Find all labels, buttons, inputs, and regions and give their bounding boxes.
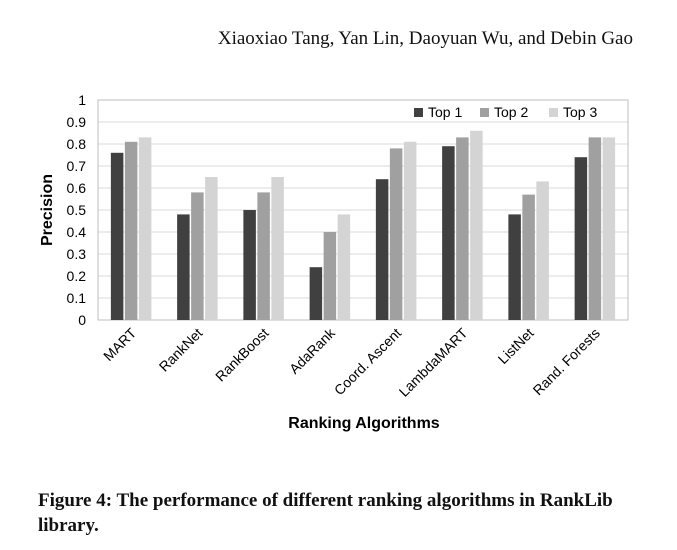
bar-top-3 [205, 177, 218, 320]
bar-chart: 0 0.1 0.2 0.3 0.4 0.5 0.6 0.7 0.8 0.9 1 MART RankNe… [39, 92, 629, 432]
bar-top-2 [191, 192, 204, 320]
chart-bars [110, 130, 616, 320]
bar-top-3 [470, 130, 483, 320]
page-header-authors: Xiaoxiao Tang, Yan Lin, Daoyuan Wu, and … [217, 28, 633, 49]
y-tick-label: 0.1 [67, 290, 87, 306]
y-tick-label: 0.3 [67, 246, 87, 262]
bar-top-1 [574, 157, 588, 320]
bar-top-2 [456, 137, 469, 320]
bar-top-3 [403, 141, 417, 320]
bar-top-3 [271, 177, 284, 320]
legend-swatch [549, 108, 558, 117]
legend-label: Top 3 [563, 104, 597, 120]
bar-top-2 [323, 232, 337, 320]
y-axis-label: Precision [39, 174, 56, 246]
y-tick-label: 0.4 [67, 224, 87, 240]
x-tick-label: ListNet [495, 325, 537, 367]
legend-label: Top 2 [494, 104, 528, 120]
plot-frame [97, 99, 629, 321]
bar-top-2 [124, 141, 138, 320]
x-tick-label: MART [100, 324, 139, 363]
bar-top-1 [177, 214, 190, 320]
y-tick-label: 0.6 [67, 180, 87, 196]
y-tick-label: 0.7 [67, 158, 87, 174]
bar-top-3 [536, 181, 549, 320]
bar-top-3 [602, 137, 616, 320]
x-tick-label: Coord. Ascent [331, 325, 405, 399]
x-tick-label: LambdaMART [396, 325, 471, 400]
bar-top-1 [309, 267, 323, 320]
bar-top-2 [257, 192, 270, 320]
y-axis-ticks: 0 0.1 0.2 0.3 0.4 0.5 0.6 0.7 0.8 0.9 1 [67, 92, 87, 328]
y-tick-label: 0.9 [67, 114, 87, 130]
figure-caption: Figure 4: The performance of different r… [38, 490, 613, 536]
bar-top-1 [110, 152, 124, 320]
legend-swatch [414, 108, 423, 117]
x-axis-label: Ranking Algorithms [288, 415, 440, 432]
y-tick-label: 0.5 [67, 202, 87, 218]
bar-top-3 [337, 214, 351, 320]
bar-top-2 [588, 137, 602, 320]
y-tick-label: 1 [78, 92, 86, 108]
legend-label: Top 1 [428, 104, 462, 120]
bar-top-1 [375, 179, 389, 320]
bar-top-1 [243, 210, 256, 320]
chart-legend: Top 1 Top 2 Top 3 [414, 104, 597, 120]
bar-top-1 [508, 214, 521, 320]
y-tick-label: 0.2 [67, 268, 87, 284]
bar-top-3 [138, 137, 152, 320]
bar-top-2 [522, 194, 535, 320]
y-tick-label: 0 [78, 312, 86, 328]
x-tick-label: RankBoost [212, 325, 272, 385]
legend-swatch [480, 108, 489, 117]
y-tick-label: 0.8 [67, 136, 87, 152]
x-tick-label: AdaRank [286, 324, 339, 377]
x-tick-label: RankNet [156, 325, 206, 375]
bar-top-2 [389, 148, 403, 320]
x-tick-label: Rand. Forests [530, 325, 603, 398]
bar-top-1 [442, 146, 455, 320]
